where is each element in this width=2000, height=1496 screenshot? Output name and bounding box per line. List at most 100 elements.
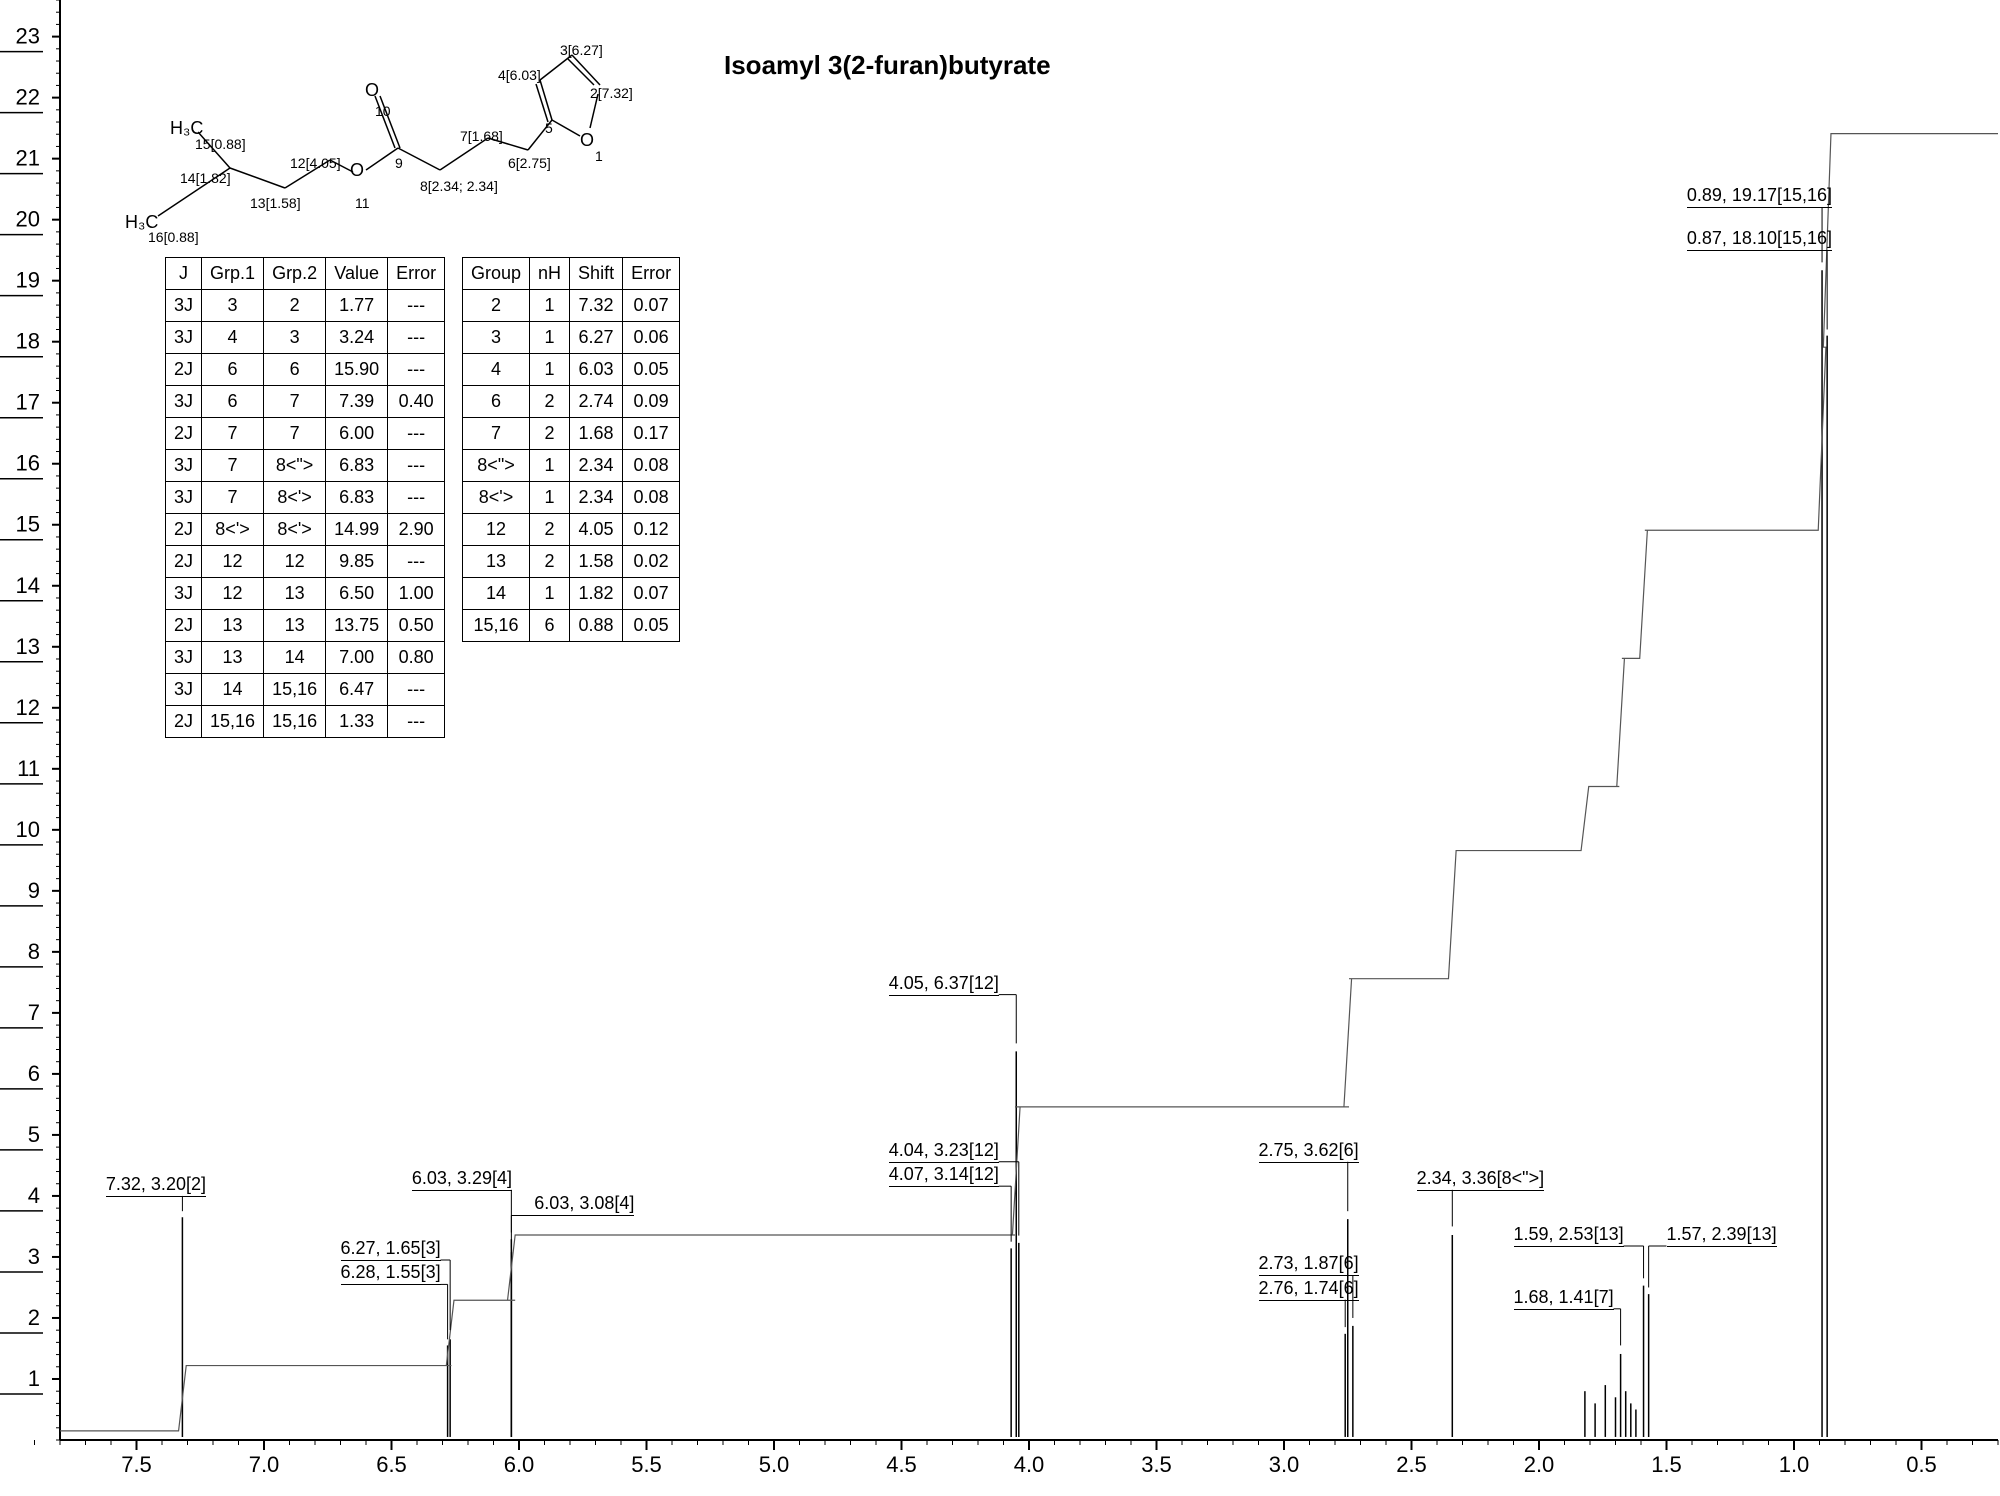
peak-label: 1.57, 2.39[13] [1667,1224,1777,1247]
table-row: 2J12129.85--- [166,546,445,578]
svg-text:10: 10 [16,817,40,842]
table-row: 3J1415,166.47--- [166,674,445,706]
svg-text:3.5: 3.5 [1141,1452,1172,1477]
peak-label: 4.04, 3.23[12] [889,1140,999,1163]
mol-atom-label: 5 [545,120,553,136]
svg-text:6: 6 [28,1061,40,1086]
table-row: 2J8<'>8<'>14.992.90 [166,514,445,546]
table-row: 3J677.390.40 [166,386,445,418]
svg-text:11: 11 [17,756,40,781]
mol-atom-label: 11 [355,195,370,211]
mol-atom-label: 4[6.03] [498,67,541,83]
svg-text:7.0: 7.0 [249,1452,280,1477]
mol-atom-label: 10 [375,103,391,119]
table-row: 8<'>12.340.08 [463,482,680,514]
table-row: 2J6615.90--- [166,354,445,386]
svg-text:18: 18 [16,329,40,354]
svg-text:3.0: 3.0 [1269,1452,1300,1477]
svg-text:7.5: 7.5 [121,1452,152,1477]
peak-label: 4.05, 6.37[12] [889,973,999,996]
mol-atom-label: 12[4.05] [290,155,341,171]
svg-text:8: 8 [28,939,40,964]
mol-atom-label: 13[1.58] [250,195,301,211]
svg-text:14: 14 [16,573,40,598]
figure-container: 7.57.06.56.05.55.04.54.03.53.02.52.01.51… [0,0,2000,1496]
mol-atom-label: 16[0.88] [148,229,199,245]
table-row: 15,1660.880.05 [463,610,680,642]
peak-label: 0.87, 18.10[15,16] [1687,228,1832,251]
svg-text:1.0: 1.0 [1779,1452,1810,1477]
svg-text:5: 5 [28,1122,40,1147]
svg-text:7: 7 [28,1000,40,1025]
mol-atom-label: 8[2.34; 2.34] [420,178,498,194]
col-header: nH [530,258,570,290]
col-header: Value [326,258,388,290]
mol-atom-label: 2[7.32] [590,85,633,101]
table-row: 1224.050.12 [463,514,680,546]
table-row: 3J12136.501.00 [166,578,445,610]
svg-text:2: 2 [28,1305,40,1330]
mol-atom-label: 14[1.82] [180,170,231,186]
peak-label: 0.89, 19.17[15,16] [1687,185,1832,208]
svg-text:15: 15 [16,512,40,537]
peak-label: 1.59, 2.53[13] [1514,1224,1624,1247]
table-row: 1411.820.07 [463,578,680,610]
mol-atom-label: O [350,160,364,181]
peak-label: 6.03, 3.29[4] [412,1168,512,1191]
svg-text:20: 20 [16,207,40,232]
svg-text:17: 17 [16,390,40,415]
svg-text:2.5: 2.5 [1396,1452,1427,1477]
peak-label: 2.34, 3.36[8<">] [1417,1168,1545,1191]
j-coupling-table: JGrp.1Grp.2ValueError3J321.77---3J433.24… [165,257,445,738]
col-header: Grp.1 [202,258,264,290]
table-row: 2J15,1615,161.33--- [166,706,445,738]
mol-atom-label: O [580,130,594,151]
svg-text:6.0: 6.0 [504,1452,535,1477]
mol-atom-label: 3[6.27] [560,42,603,58]
table-row: 8<">12.340.08 [463,450,680,482]
nmr-plot: 7.57.06.56.05.55.04.54.03.53.02.52.01.51… [0,0,2000,1496]
col-header: Group [463,258,530,290]
col-header: Error [388,258,445,290]
svg-text:19: 19 [16,268,40,293]
peak-label: 4.07, 3.14[12] [889,1164,999,1187]
peak-label: 6.03, 3.08[4] [534,1193,634,1216]
mol-atom-label: O [365,80,379,101]
svg-text:2.0: 2.0 [1524,1452,1555,1477]
mol-atom-label: 1 [595,148,603,164]
table-row: 2J776.00--- [166,418,445,450]
peak-label: 2.75, 3.62[6] [1259,1140,1359,1163]
svg-text:1: 1 [28,1366,40,1391]
shift-table: GroupnHShiftError217.320.07316.270.06416… [462,257,680,642]
table-row: 3J433.24--- [166,322,445,354]
table-row: 622.740.09 [463,386,680,418]
peak-label: 2.73, 1.87[6] [1259,1253,1359,1276]
col-header: Shift [570,258,623,290]
table-row: 3J13147.000.80 [166,642,445,674]
mol-atom-label: 7[1.68] [460,128,503,144]
table-row: 416.030.05 [463,354,680,386]
svg-text:12: 12 [16,695,40,720]
table-row: 2J131313.750.50 [166,610,445,642]
svg-text:1.5: 1.5 [1651,1452,1682,1477]
svg-text:4.0: 4.0 [1014,1452,1045,1477]
peak-label: 1.68, 1.41[7] [1514,1287,1614,1310]
peak-label: 6.27, 1.65[3] [341,1238,441,1261]
svg-text:23: 23 [16,24,40,49]
peak-label: 2.76, 1.74[6] [1259,1278,1359,1301]
svg-text:4: 4 [28,1183,40,1208]
col-header: Error [623,258,680,290]
table-row: 721.680.17 [463,418,680,450]
svg-text:13: 13 [16,634,40,659]
mol-atom-label: 15[0.88] [195,136,246,152]
svg-text:5.5: 5.5 [631,1452,662,1477]
mol-atom-label: 6[2.75] [508,155,551,171]
table-row: 217.320.07 [463,290,680,322]
svg-text:21: 21 [16,146,40,171]
table-row: 3J78<'>6.83--- [166,482,445,514]
compound-title: Isoamyl 3(2-furan)butyrate [724,50,1051,81]
table-row: 1321.580.02 [463,546,680,578]
svg-text:22: 22 [16,85,40,110]
peak-label: 6.28, 1.55[3] [341,1262,441,1285]
col-header: Grp.2 [264,258,326,290]
